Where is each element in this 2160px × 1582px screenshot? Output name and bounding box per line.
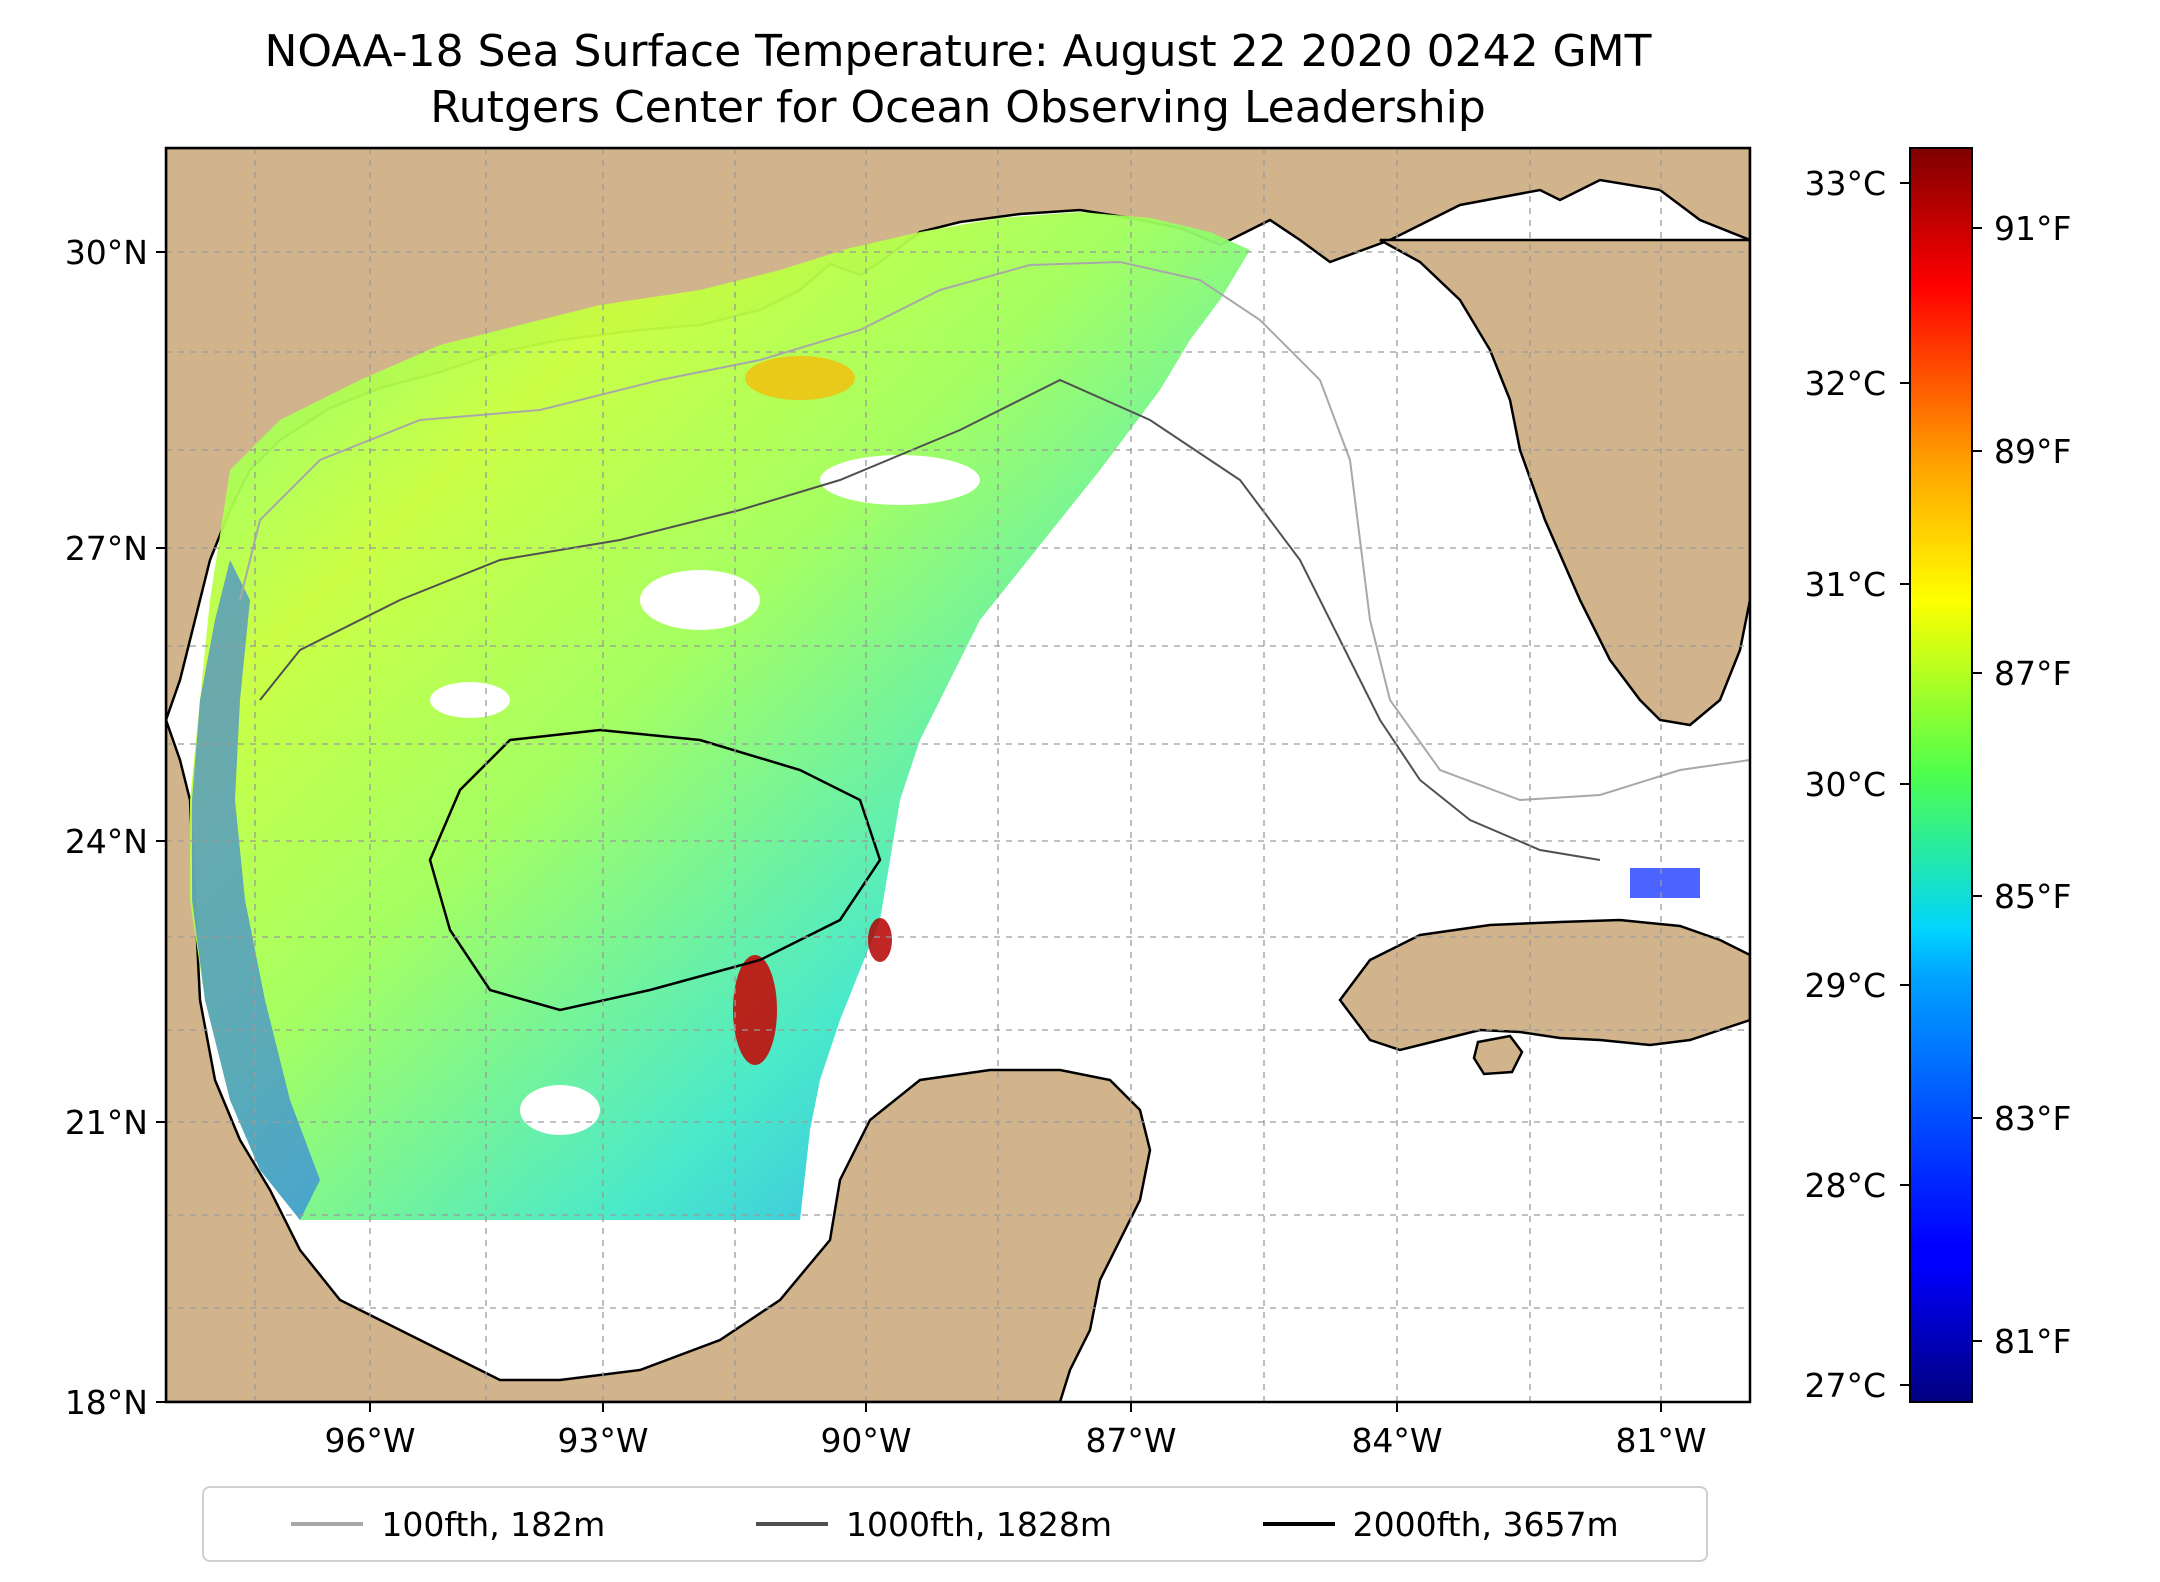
lon-tick-label: 84°W [1351,1421,1442,1460]
contour-1000fth [259,378,1601,861]
lon-tick-label: 93°W [557,1421,648,1460]
colorbar-fahrenheit-label: 85°F [1994,877,2071,916]
sst-cool-band [192,560,320,1220]
contour-100fth [239,260,1750,802]
lon-tick-label: 96°W [324,1421,415,1460]
lon-tick-label: 90°W [820,1421,911,1460]
legend-line-swatch [756,1522,828,1526]
cloud-gap [430,682,510,718]
colorbar-celsius-label: 32°C [1804,364,1886,403]
lon-axis: 96°W 93°W 90°W 87°W 84°W 81°W [324,1402,1707,1460]
colorbar-celsius-label: 33°C [1804,164,1886,203]
lat-tick-label: 24°N [65,822,148,861]
map-frame [164,146,1752,1404]
colorbar-gradient [1909,147,1973,1403]
legend-label: 2000fth, 3657m [1352,1504,1619,1544]
legend-line-swatch [291,1522,364,1526]
legend-entry-1000fth: 1000fth, 1828m [756,1505,1112,1544]
legend-line-swatch [1262,1522,1335,1526]
lat-tick-label: 30°N [65,233,148,272]
contour-2000fth [428,728,882,1012]
title-line1: NOAA-18 Sea Surface Temperature: August … [265,26,1652,77]
contour-legend: 100fth, 182m 1000fth, 1828m 2000fth, 365… [202,1486,1708,1562]
sst-patch-cuba [1630,868,1700,898]
land-mexico [166,719,1152,1402]
sst-hot-spot-2 [868,918,892,962]
cloud-gap [820,455,980,505]
lat-axis: 30°N 27°N 24°N 21°N 18°N [65,233,166,1422]
colorbar-celsius-label: 28°C [1804,1166,1886,1205]
colorbar-fahrenheit-label: 83°F [1994,1099,2071,1138]
sst-warm-patch [745,356,855,400]
land-florida [1379,238,1750,727]
legend-label: 1000fth, 1828m [846,1504,1112,1544]
colorbar-celsius-label: 31°C [1804,565,1886,604]
lat-tick-label: 18°N [65,1383,148,1422]
legend-entry-2000fth: 2000fth, 3657m [1262,1504,1619,1544]
cloud-gap [640,570,760,630]
colorbar-fahrenheit-label: 81°F [1994,1322,2071,1361]
sst-hot-spot [733,955,777,1065]
colorbar-celsius-label: 30°C [1804,765,1886,804]
lat-tick-label: 27°N [65,529,148,568]
cloud-gap [520,1085,600,1135]
lon-tick-label: 81°W [1615,1421,1706,1460]
map-content [166,148,1750,1402]
legend-entry-100fth: 100fth, 182m [291,1505,605,1544]
sst-swath [190,212,1250,1220]
colorbar-fahrenheit-label: 89°F [1994,432,2071,471]
colorbar-celsius-label: 29°C [1804,966,1886,1005]
colorbar-fahrenheit-label: 91°F [1994,209,2071,248]
colorbar: 33°C 32°C 31°C 30°C 29°C 28°C 27°C 91°F … [1804,147,2071,1405]
legend-label: 100fth, 182m [381,1504,606,1544]
colorbar-celsius-label: 27°C [1804,1366,1886,1405]
lon-tick-label: 87°W [1085,1421,1176,1460]
lat-tick-label: 21°N [65,1103,148,1142]
land-isla-juventud [1472,1034,1524,1076]
grid-lines [166,148,1750,1402]
colorbar-fahrenheit-label: 87°F [1994,654,2071,693]
title-line2: Rutgers Center for Ocean Observing Leade… [430,82,1486,133]
